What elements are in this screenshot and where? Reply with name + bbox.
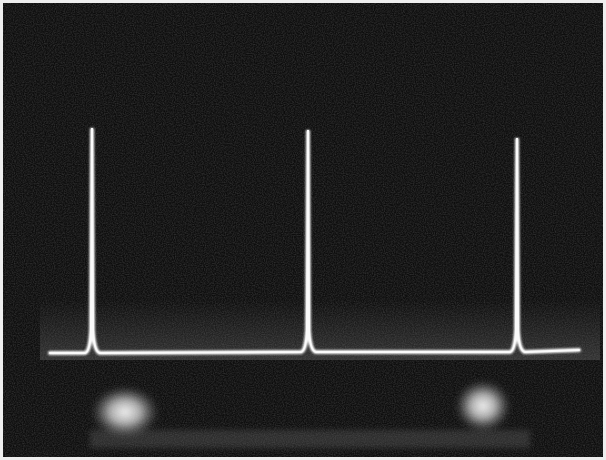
page-body xyxy=(0,0,606,460)
bottom-haze xyxy=(90,430,530,448)
oscilloscope-photo xyxy=(0,0,606,460)
glow-right xyxy=(455,380,511,432)
page: Oscilloscope trace {} html, body { margi… xyxy=(0,0,606,460)
